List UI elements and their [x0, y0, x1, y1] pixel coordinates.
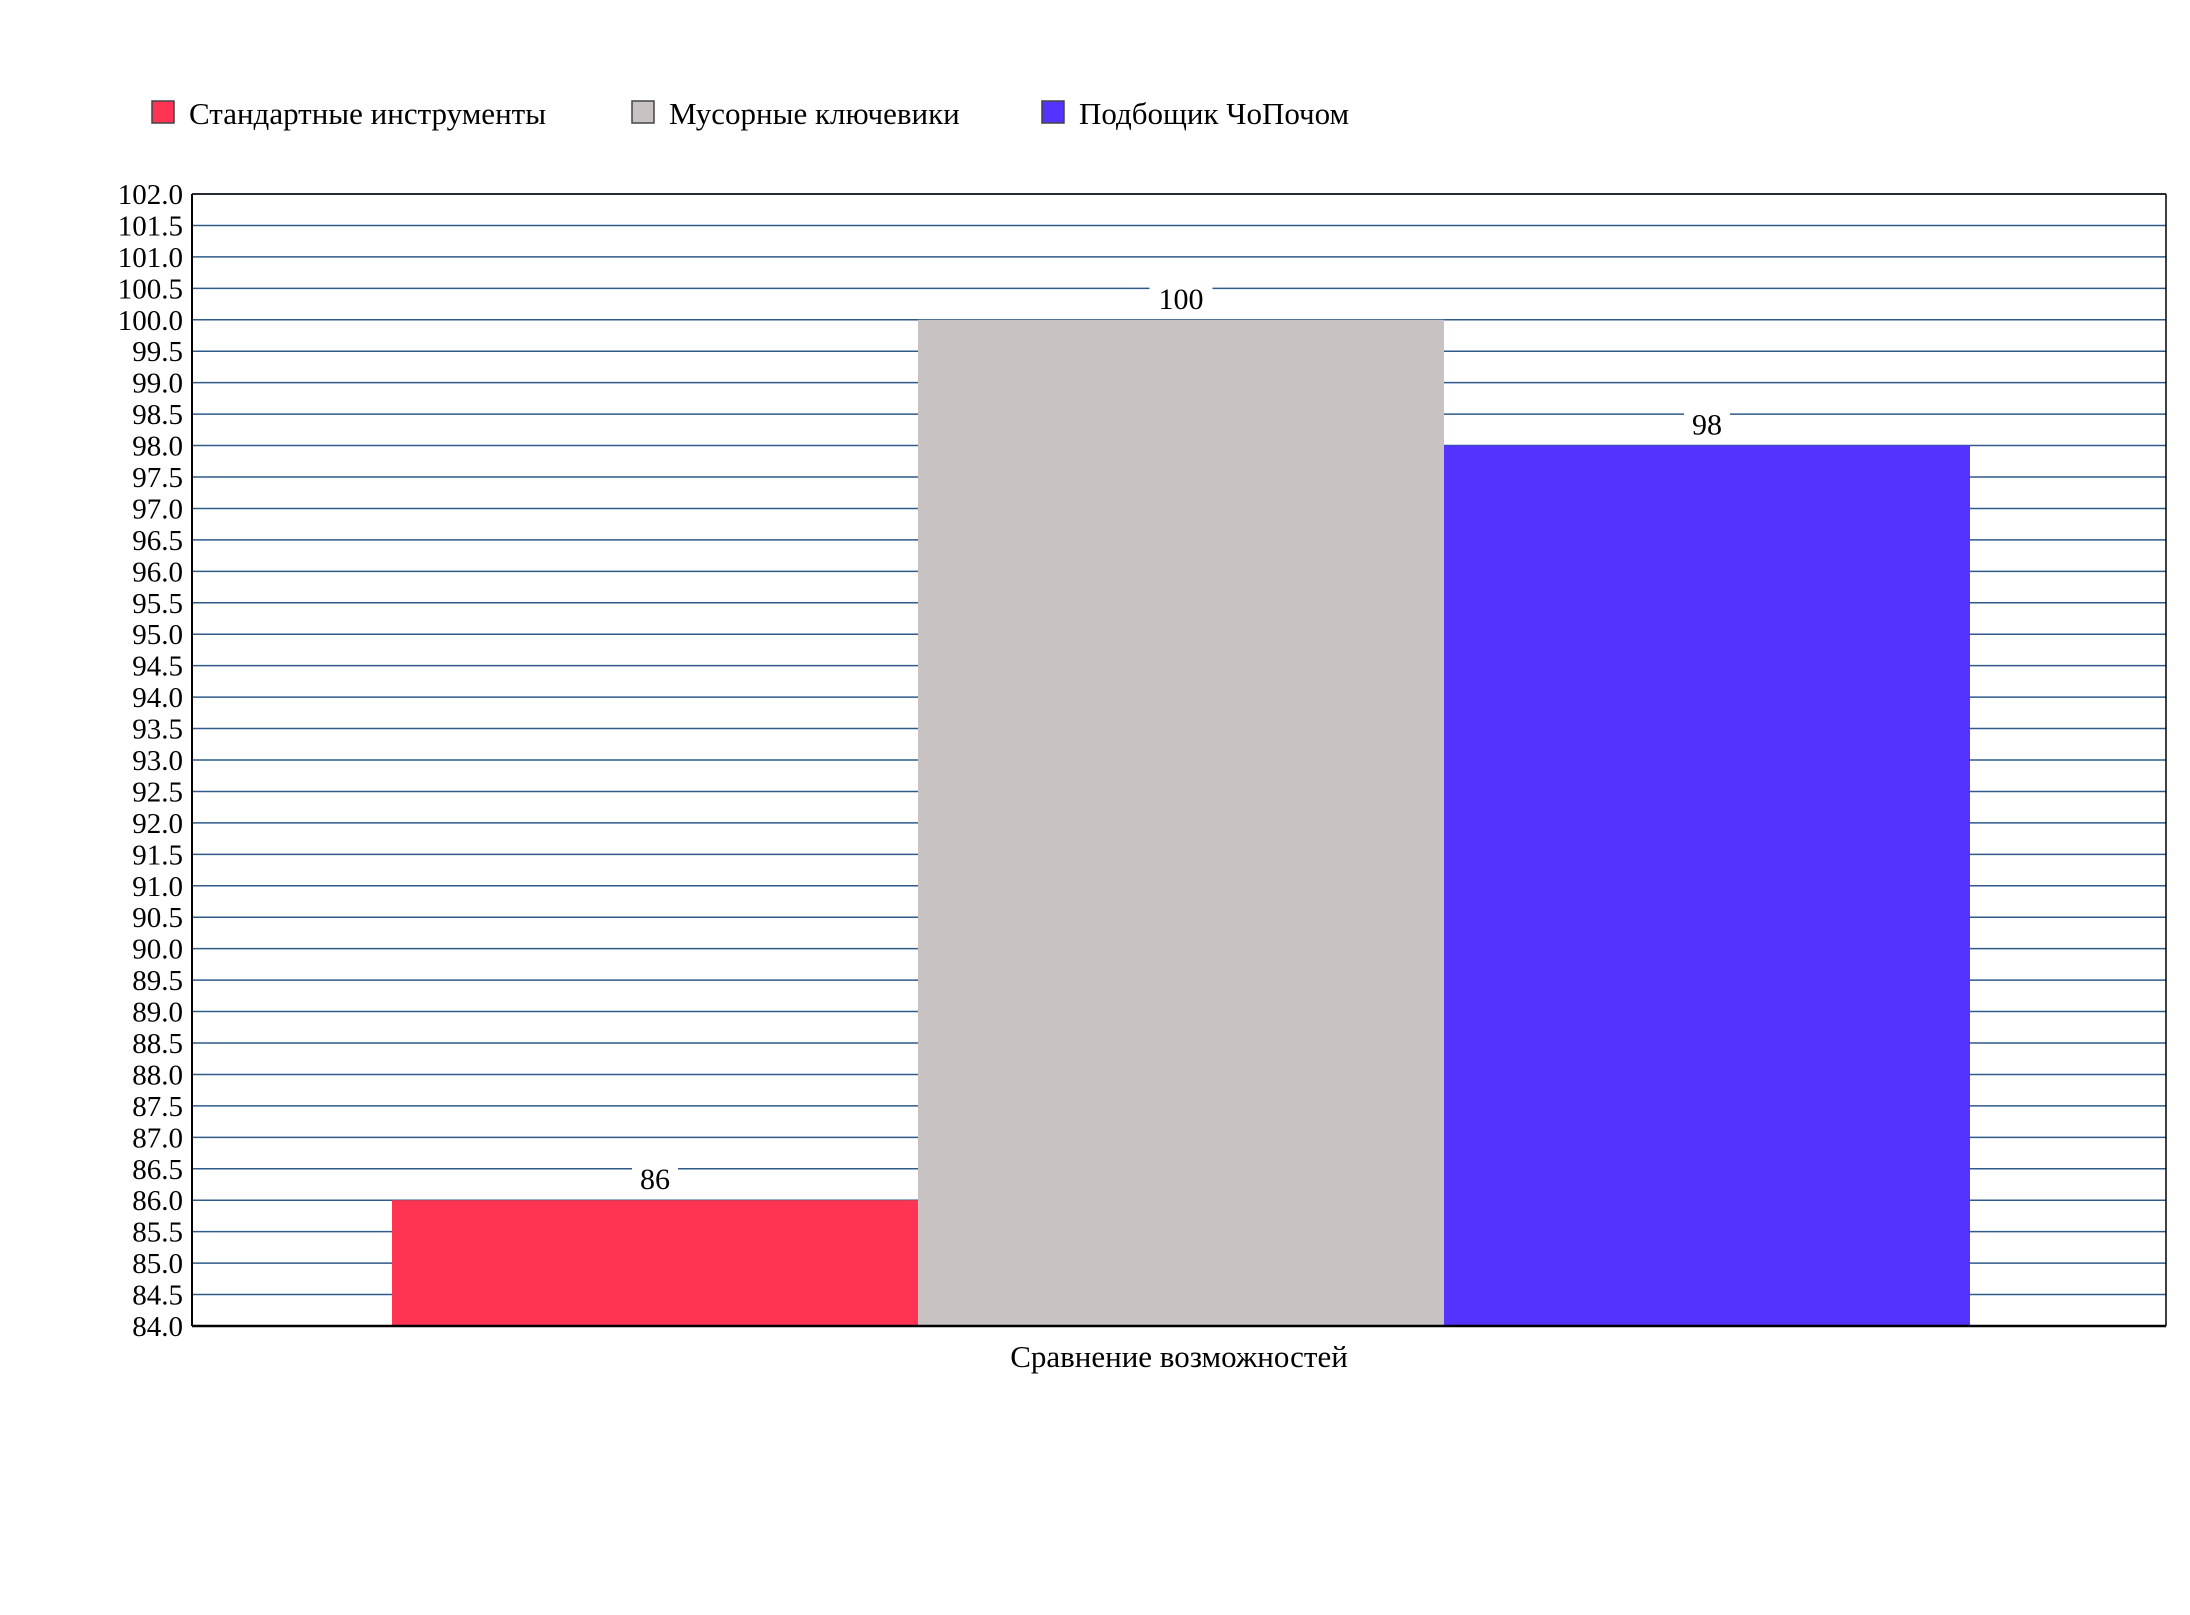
data-labels: 86 100 98 — [632, 279, 1730, 1199]
y-tick-label: 94.0 — [132, 682, 183, 714]
y-tick-label: 94.5 — [132, 651, 183, 683]
bar-2 — [918, 319, 1444, 1326]
y-tick-label: 99.0 — [132, 368, 183, 400]
y-tick-label: 93.0 — [132, 745, 183, 777]
y-tick-label: 91.0 — [132, 871, 183, 903]
y-tick-label: 90.0 — [132, 934, 183, 966]
data-label: 86 — [640, 1163, 670, 1196]
y-tick-label: 97.5 — [132, 462, 183, 494]
x-axis-label: Сравнение возможностей — [1010, 1339, 1348, 1374]
data-label-bg — [1684, 405, 1730, 444]
legend-swatch — [1041, 100, 1065, 124]
y-tick-label: 92.0 — [132, 808, 183, 840]
data-label-bg — [1149, 279, 1213, 318]
legend-label: Мусорные ключевики — [669, 96, 960, 131]
y-tick-label: 87.5 — [132, 1091, 183, 1123]
data-label: 100 — [1159, 283, 1204, 316]
y-tick-label: 91.5 — [132, 839, 183, 871]
legend-label: Стандартные инструменты — [189, 96, 546, 131]
y-tick-label: 86.0 — [132, 1185, 183, 1217]
y-tick-label: 84.5 — [132, 1280, 183, 1312]
y-tick-label: 97.0 — [132, 493, 183, 525]
y-tick-label: 102.0 — [118, 179, 183, 211]
y-tick-label: 89.0 — [132, 997, 183, 1029]
legend-swatch — [151, 100, 175, 124]
y-tick-label: 101.0 — [118, 242, 183, 274]
y-tick-label: 96.0 — [132, 556, 183, 588]
y-tick-label: 84.0 — [132, 1311, 183, 1343]
y-tick-label: 95.5 — [132, 588, 183, 620]
y-tick-label: 101.5 — [118, 210, 183, 242]
y-tick-label: 98.5 — [132, 399, 183, 431]
legend: Стандартные инструменты Мусорные ключевик… — [151, 96, 1349, 131]
y-tick-label: 88.5 — [132, 1028, 183, 1060]
bars — [392, 319, 1970, 1326]
y-tick-label: 100.5 — [118, 273, 183, 305]
data-label: 98 — [1692, 409, 1722, 442]
y-tick-label: 99.5 — [132, 336, 183, 368]
axes — [191, 193, 2167, 1328]
y-axis-ticks: 84.084.585.085.586.086.587.087.588.088.5… — [118, 179, 183, 1343]
y-tick-label: 85.5 — [132, 1217, 183, 1249]
legend-swatch — [631, 100, 655, 124]
legend-label: Подбощик ЧоПочом — [1079, 96, 1349, 131]
y-tick-label: 85.0 — [132, 1248, 183, 1280]
bar-1 — [392, 1200, 918, 1326]
y-tick-label: 95.0 — [132, 619, 183, 651]
y-tick-label: 89.5 — [132, 965, 183, 997]
y-tick-label: 100.0 — [118, 305, 183, 337]
y-tick-label: 87.0 — [132, 1122, 183, 1154]
y-tick-label: 88.0 — [132, 1059, 183, 1091]
y-tick-label: 92.5 — [132, 776, 183, 808]
y-tick-label: 93.5 — [132, 714, 183, 746]
bar-3 — [1444, 445, 1970, 1326]
y-tick-label: 96.5 — [132, 525, 183, 557]
y-tick-label: 86.5 — [132, 1154, 183, 1186]
data-label-bg — [632, 1160, 678, 1199]
y-tick-label: 98.0 — [132, 431, 183, 463]
y-tick-label: 90.5 — [132, 902, 183, 934]
